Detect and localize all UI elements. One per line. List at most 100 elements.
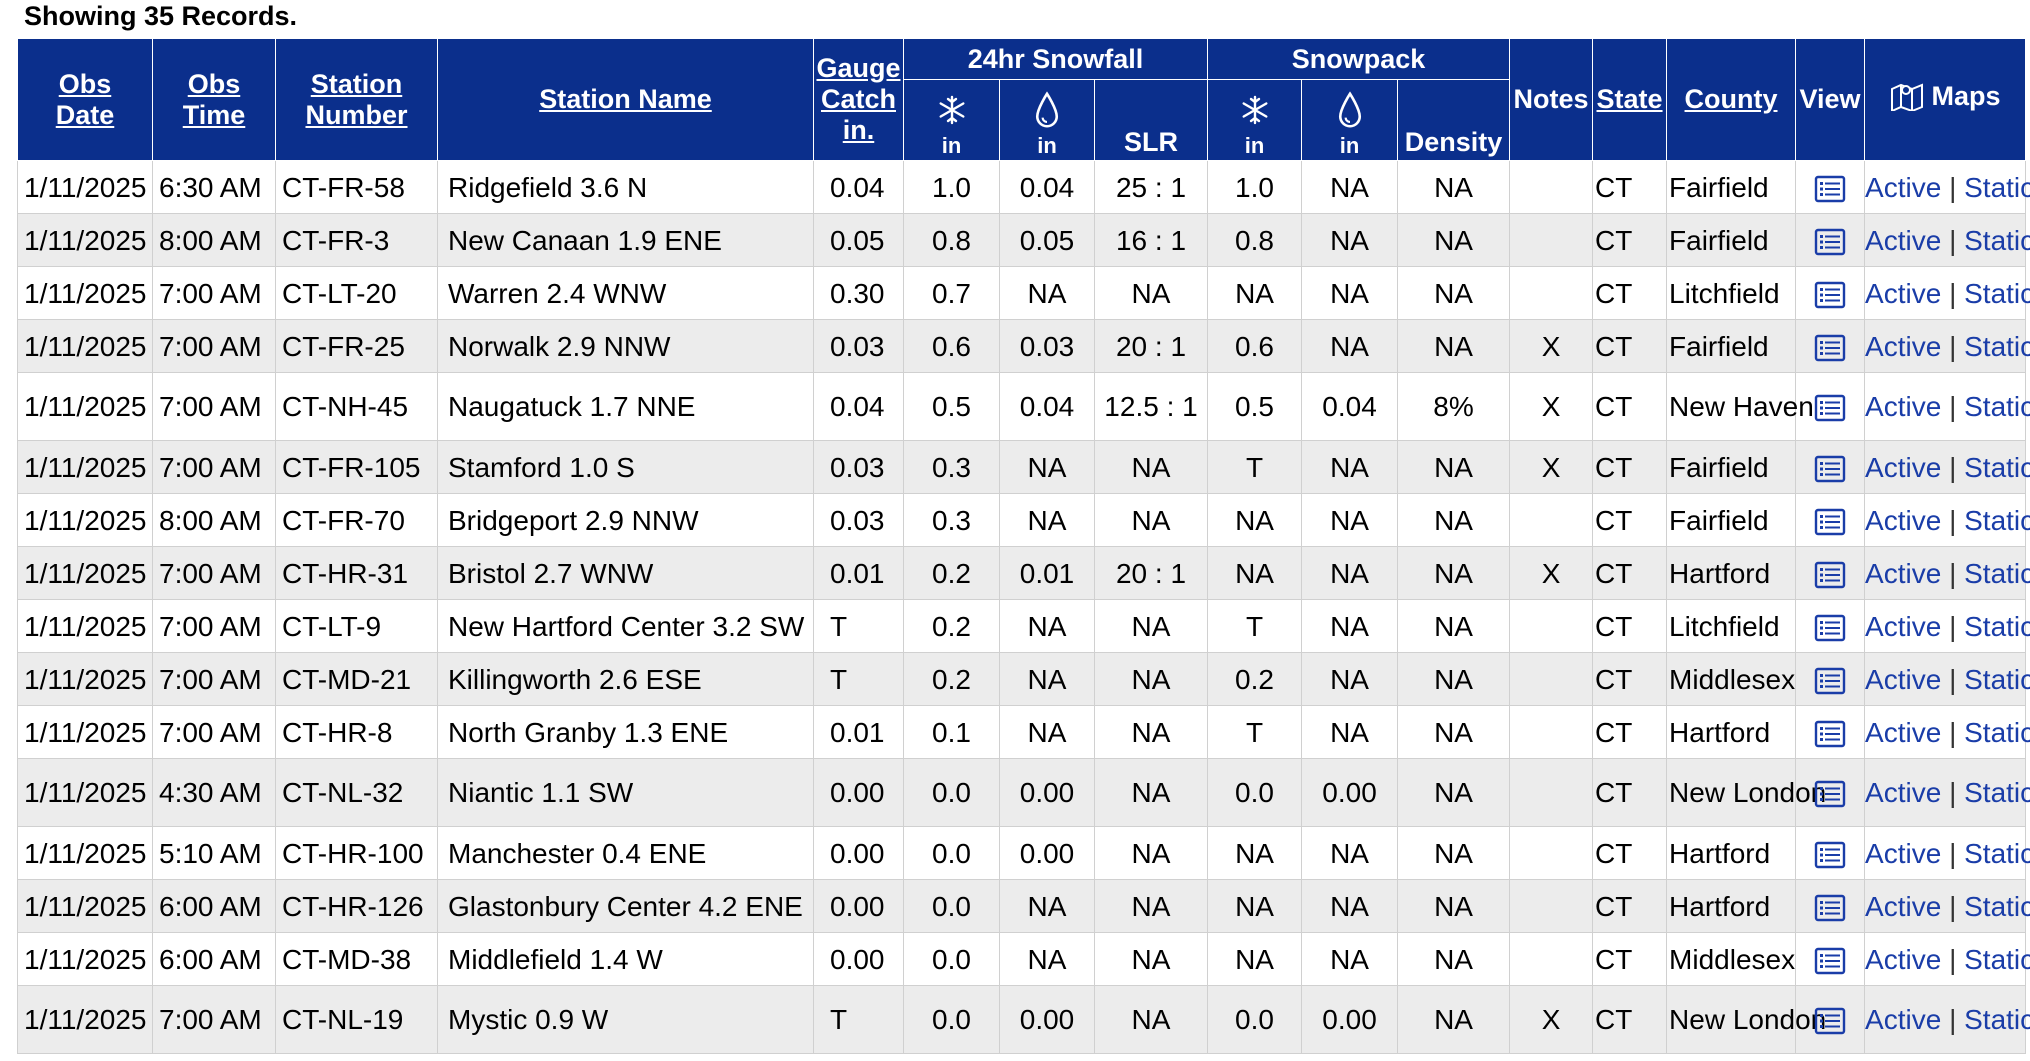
- static-map-link[interactable]: Static: [1964, 716, 2030, 748]
- static-map-link[interactable]: Static: [1964, 171, 2030, 203]
- static-map-link[interactable]: Static: [1964, 504, 2030, 536]
- view-report-icon[interactable]: [1814, 561, 1846, 589]
- snowfall-swe-cell: 0.04: [999, 372, 1095, 441]
- view-report-icon[interactable]: [1814, 1007, 1846, 1035]
- view-cell[interactable]: [1795, 599, 1866, 653]
- active-map-link[interactable]: Active: [1865, 224, 1942, 256]
- state-sort-link[interactable]: State: [1596, 84, 1663, 114]
- view-report-icon[interactable]: [1814, 455, 1846, 483]
- view-cell[interactable]: [1795, 705, 1866, 759]
- view-cell[interactable]: [1795, 266, 1866, 320]
- snowpack-swe-cell: 0.00: [1301, 985, 1399, 1054]
- gauge-catch-cell: 0.03: [813, 493, 904, 547]
- county-sort-link[interactable]: County: [1684, 84, 1778, 114]
- view-cell[interactable]: [1795, 546, 1866, 600]
- view-cell[interactable]: [1795, 758, 1866, 827]
- static-map-link[interactable]: Static: [1964, 224, 2030, 256]
- view-report-icon[interactable]: [1814, 228, 1846, 256]
- slr-cell: NA: [1093, 599, 1209, 653]
- view-report-icon[interactable]: [1814, 894, 1846, 922]
- col-station-number[interactable]: Station Number: [275, 38, 438, 161]
- active-map-link[interactable]: Active: [1865, 716, 1942, 748]
- slr-cell: NA: [1093, 826, 1209, 880]
- static-map-link[interactable]: Static: [1964, 330, 2030, 362]
- view-report-icon[interactable]: [1814, 841, 1846, 869]
- station-number-sort-link[interactable]: Station Number: [305, 68, 408, 130]
- view-report-icon[interactable]: [1814, 947, 1846, 975]
- active-map-link[interactable]: Active: [1865, 451, 1942, 483]
- view-report-icon[interactable]: [1814, 334, 1846, 362]
- view-report-icon[interactable]: [1814, 394, 1846, 422]
- active-map-link[interactable]: Active: [1865, 943, 1942, 975]
- col-county[interactable]: County: [1666, 38, 1797, 161]
- active-map-link[interactable]: Active: [1865, 277, 1942, 309]
- county-cell: New London: [1666, 758, 1826, 827]
- station-name-cell: Norwalk 2.9 NNW: [437, 319, 814, 373]
- view-cell[interactable]: [1795, 440, 1866, 494]
- active-map-link[interactable]: Active: [1865, 890, 1942, 922]
- active-map-link[interactable]: Active: [1865, 391, 1942, 422]
- view-cell[interactable]: [1795, 319, 1866, 373]
- notes-cell: [1509, 932, 1594, 986]
- col-obs-date[interactable]: Obs Date: [17, 38, 153, 161]
- state-cell: CT: [1592, 758, 1668, 827]
- col-station-name[interactable]: Station Name: [437, 38, 814, 161]
- table-row: 1/11/2025 7:00 AM CT-FR-105 Stamford 1.0…: [17, 440, 2030, 494]
- snowpack-in-cell: T: [1207, 440, 1303, 494]
- view-cell[interactable]: [1795, 493, 1866, 547]
- view-report-icon[interactable]: [1814, 667, 1846, 695]
- view-report-icon[interactable]: [1814, 614, 1846, 642]
- view-cell[interactable]: [1795, 372, 1866, 441]
- obs-time-sort-link[interactable]: Obs Time: [182, 68, 246, 130]
- county-cell: Hartford: [1666, 826, 1797, 880]
- static-map-link[interactable]: Static: [1964, 777, 2030, 808]
- gauge-catch-sort-link[interactable]: Gauge Catch in.: [816, 53, 901, 145]
- view-cell[interactable]: [1795, 160, 1866, 214]
- col-obs-time[interactable]: Obs Time: [152, 38, 276, 161]
- static-map-link[interactable]: Static: [1964, 557, 2030, 589]
- slr-cell: NA: [1093, 879, 1209, 933]
- static-map-link[interactable]: Static: [1964, 277, 2030, 309]
- active-map-link[interactable]: Active: [1865, 777, 1942, 808]
- view-report-icon[interactable]: [1814, 281, 1846, 309]
- active-map-link[interactable]: Active: [1865, 610, 1942, 642]
- view-report-icon[interactable]: [1814, 175, 1846, 203]
- active-map-link[interactable]: Active: [1865, 1004, 1942, 1035]
- view-report-icon[interactable]: [1814, 720, 1846, 748]
- static-map-link[interactable]: Static: [1964, 610, 2030, 642]
- static-map-link[interactable]: Static: [1964, 837, 2030, 869]
- view-cell[interactable]: [1795, 652, 1866, 706]
- active-map-link[interactable]: Active: [1865, 663, 1942, 695]
- static-map-link[interactable]: Static: [1964, 943, 2030, 975]
- active-map-link[interactable]: Active: [1865, 837, 1942, 869]
- view-cell[interactable]: [1795, 932, 1866, 986]
- density-cell: NA: [1397, 932, 1511, 986]
- density-cell: NA: [1397, 985, 1511, 1054]
- static-map-link[interactable]: Static: [1964, 663, 2030, 695]
- obs-date-sort-link[interactable]: Obs Date: [55, 68, 115, 130]
- static-map-link[interactable]: Static: [1964, 391, 2030, 422]
- snowpack-in-cell: NA: [1207, 879, 1303, 933]
- active-map-link[interactable]: Active: [1865, 171, 1942, 203]
- active-map-link[interactable]: Active: [1865, 330, 1942, 362]
- view-cell[interactable]: [1795, 213, 1866, 267]
- water-drop-icon: [1302, 90, 1397, 134]
- view-cell[interactable]: [1795, 879, 1866, 933]
- view-report-icon[interactable]: [1814, 780, 1846, 808]
- view-report-icon[interactable]: [1814, 508, 1846, 536]
- view-cell[interactable]: [1795, 826, 1866, 880]
- static-map-link[interactable]: Static: [1964, 451, 2030, 483]
- density-cell: 8%: [1397, 372, 1511, 441]
- col-state[interactable]: State: [1592, 38, 1668, 161]
- static-map-link[interactable]: Static: [1964, 1004, 2030, 1035]
- active-map-link[interactable]: Active: [1865, 557, 1942, 589]
- col-gauge-catch[interactable]: Gauge Catch in.: [813, 38, 904, 161]
- county-cell: Hartford: [1666, 705, 1797, 759]
- active-map-link[interactable]: Active: [1865, 504, 1942, 536]
- station-name-sort-link[interactable]: Station Name: [539, 84, 712, 114]
- slr-cell: NA: [1093, 652, 1209, 706]
- view-cell[interactable]: [1795, 985, 1866, 1054]
- static-map-link[interactable]: Static: [1964, 890, 2030, 922]
- state-cell: CT: [1592, 932, 1668, 986]
- table-row: 1/11/2025 7:00 AM CT-HR-8 North Granby 1…: [17, 705, 2030, 759]
